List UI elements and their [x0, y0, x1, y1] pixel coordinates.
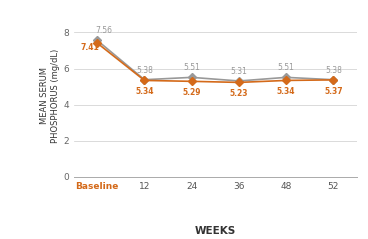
Text: 5.29: 5.29	[183, 88, 201, 97]
Text: 5.51: 5.51	[278, 63, 294, 72]
Text: 5.23: 5.23	[230, 89, 248, 98]
Text: 5.37: 5.37	[324, 87, 343, 96]
Text: 5.34: 5.34	[277, 87, 296, 96]
Y-axis label: MEAN SERUM
PHOSPHORUS (mg/dL): MEAN SERUM PHOSPHORUS (mg/dL)	[40, 49, 60, 143]
Text: WEEKS: WEEKS	[195, 226, 236, 236]
Text: 7.41: 7.41	[81, 43, 99, 52]
Text: 5.38: 5.38	[136, 66, 153, 75]
Text: 5.38: 5.38	[325, 66, 342, 75]
Text: 5.34: 5.34	[135, 87, 154, 96]
Text: 5.31: 5.31	[230, 67, 247, 76]
Text: 7.56: 7.56	[96, 26, 113, 35]
Text: 5.51: 5.51	[183, 63, 200, 72]
